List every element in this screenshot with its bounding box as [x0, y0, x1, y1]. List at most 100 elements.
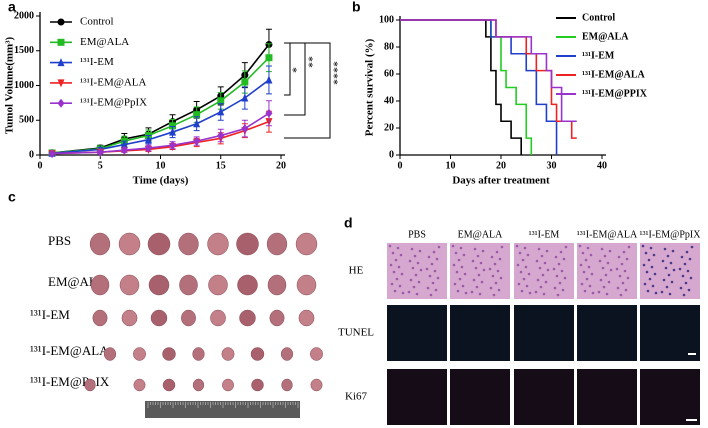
nucleus [490, 255, 494, 259]
nucleus [649, 246, 653, 250]
nucleus [578, 244, 582, 248]
nucleus [474, 266, 478, 270]
nucleus [538, 266, 542, 270]
row-label: Ki67 [345, 391, 368, 403]
x-tick-label: 0 [398, 160, 403, 171]
nucleus [410, 247, 414, 251]
nucleus [500, 245, 504, 249]
nucleus [641, 244, 645, 248]
bracket [284, 42, 331, 139]
nucleus [660, 290, 664, 294]
micrograph [640, 305, 700, 361]
nucleus [411, 266, 415, 270]
row-label: PBS [48, 233, 71, 248]
nucleus [559, 250, 563, 254]
legend-label: ¹³¹I-EM@ALA [582, 69, 646, 80]
nucleus [393, 289, 397, 293]
nucleus [661, 259, 665, 263]
row-label: ¹³¹I-EM [30, 307, 70, 322]
legend-label: ¹³¹I-EM@ALA [80, 76, 147, 88]
nucleus [625, 257, 629, 261]
x-tick-label: 20 [276, 160, 286, 171]
survival-curve [400, 19, 558, 155]
row-label: HE [349, 265, 364, 277]
nucleus [586, 246, 590, 250]
nucleus [397, 265, 401, 269]
nucleus [606, 261, 610, 265]
nucleus [558, 281, 562, 285]
nucleus [682, 293, 686, 297]
marker [169, 122, 177, 130]
nucleus [433, 269, 437, 273]
nucleus [652, 253, 656, 257]
nucleus [454, 251, 458, 255]
significance: **** [330, 61, 344, 85]
tumor [147, 232, 171, 256]
nucleus [600, 247, 604, 251]
nucleus [671, 249, 675, 253]
nucleus [591, 291, 595, 295]
nucleus [493, 262, 497, 266]
y-tick-label: 1000 [14, 80, 34, 91]
tumor [266, 232, 288, 256]
nucleus [557, 262, 561, 266]
y-tick-label: 500 [19, 115, 34, 126]
panel-label: c [8, 189, 16, 205]
micrograph [387, 305, 447, 361]
nucleus [497, 288, 501, 292]
tumor [295, 232, 318, 256]
tumor [207, 232, 229, 256]
tumor [298, 309, 315, 327]
marker [120, 145, 128, 155]
x-axis-title: Time (days) [133, 175, 189, 187]
micrograph [450, 305, 510, 361]
nucleus [582, 270, 586, 274]
marker [217, 97, 225, 105]
tumor [133, 378, 146, 392]
tumor [296, 274, 317, 296]
legend-label: ¹³¹I-EM@PPIX [582, 88, 648, 99]
tumor [90, 274, 110, 296]
micrograph [514, 369, 574, 425]
nucleus [412, 285, 416, 289]
nucleus [681, 274, 685, 278]
nucleus [534, 290, 538, 294]
nucleus [680, 255, 684, 259]
nucleus [435, 257, 439, 261]
x-tick-label: 10 [156, 160, 166, 171]
nucleus [391, 251, 395, 255]
nucleus [519, 270, 523, 274]
tumor [148, 274, 170, 296]
ruler [145, 401, 300, 418]
nucleus [560, 269, 564, 273]
nucleus [478, 292, 482, 296]
nucleus [644, 251, 648, 255]
tumor [133, 347, 146, 361]
tumor [236, 232, 259, 256]
nucleus [553, 286, 557, 290]
marker [265, 108, 273, 118]
nucleus [541, 273, 545, 277]
nucleus [598, 259, 602, 263]
nucleus [679, 286, 683, 290]
x-tick-label: 5 [98, 160, 103, 171]
nucleus [527, 272, 531, 276]
tumor [92, 309, 108, 327]
nucleus [688, 257, 692, 261]
marker [120, 140, 128, 149]
nucleus [453, 282, 457, 286]
nucleus [499, 276, 503, 280]
nucleus [461, 284, 465, 288]
nucleus [642, 263, 646, 267]
nucleus [427, 255, 431, 259]
marker [48, 149, 56, 159]
nucleus [473, 247, 477, 251]
nucleus [672, 268, 676, 272]
nucleus [482, 268, 486, 272]
nucleus [668, 292, 672, 296]
micrograph [514, 305, 574, 361]
marker [241, 124, 249, 134]
x-tick-label: 15 [216, 160, 226, 171]
nucleus [409, 278, 413, 282]
nucleus [539, 285, 543, 289]
